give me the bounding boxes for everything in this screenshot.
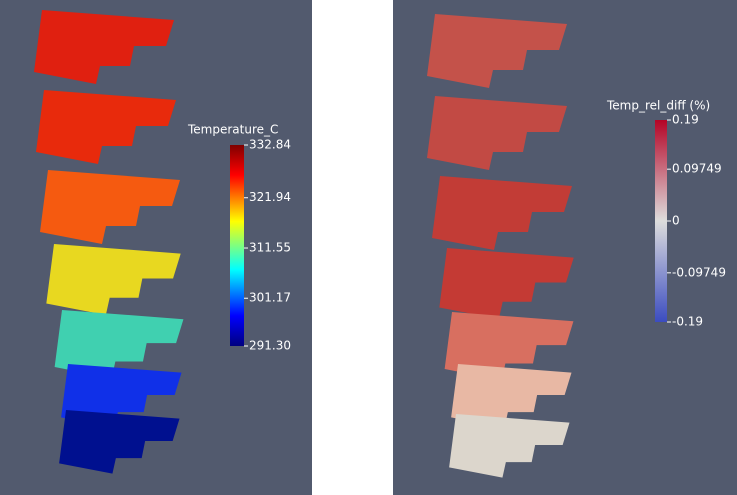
tick-label: 291.30 [249,339,291,353]
colorbar-title: Temp_rel_diff (%) [606,99,710,113]
right-view [393,0,737,495]
tick-label: -0.19 [672,315,703,329]
tick-label: 321.94 [249,190,291,204]
tick-label: 311.55 [249,241,291,255]
tick-label: -0.09749 [672,265,726,279]
colorbar [655,120,667,322]
tick-label: 301.17 [249,291,291,305]
left-view [0,0,312,495]
colorbar-title: Temperature_C [187,123,278,137]
tick-label: 332.84 [249,138,291,152]
tick-label: 0 [672,214,680,228]
tick-label: 0.19 [672,113,699,127]
colorbar [230,145,244,346]
tick-label: 0.09749 [672,162,722,176]
